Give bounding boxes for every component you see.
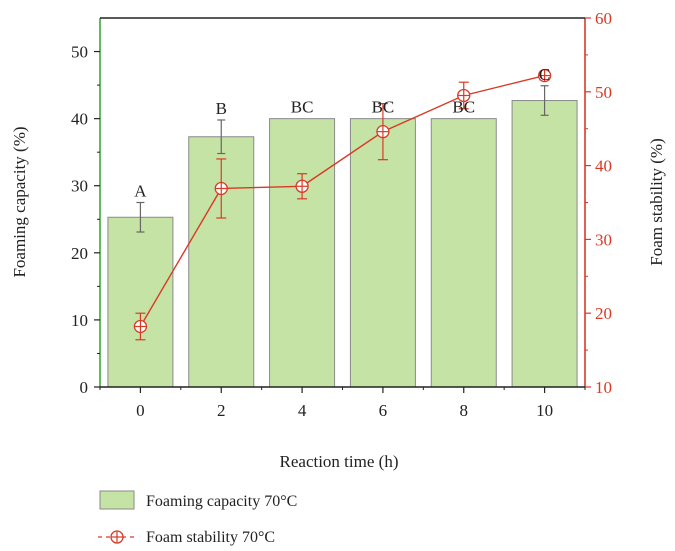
bar-8 (430, 118, 497, 388)
sig-label-8: BC (452, 98, 475, 117)
y2-axis-label: Foam stability (%) (647, 138, 666, 265)
foam-stability-line-layer (133, 68, 552, 341)
bars-layer (107, 100, 578, 388)
y2-tick-label-20: 20 (595, 304, 612, 323)
x-tick-label-4: 4 (298, 401, 307, 420)
y-tick-label-0: 0 (80, 378, 89, 397)
sig-label-10: C (539, 65, 550, 84)
significance-labels: A B BC BC BC C (134, 65, 550, 201)
bar-0 (107, 216, 174, 388)
bar-6 (349, 118, 416, 388)
bar-10 (511, 100, 578, 388)
x-tick-label-0: 0 (136, 401, 145, 420)
x-tick-label-8: 8 (460, 401, 469, 420)
sig-label-2: B (216, 99, 227, 118)
y-tick-label-30: 30 (71, 177, 88, 196)
x-tick-label-6: 6 (379, 401, 388, 420)
y2-tick-label-30: 30 (595, 230, 612, 249)
y-tick-label-50: 50 (71, 43, 88, 62)
sig-label-4: BC (291, 98, 314, 117)
bar-4 (269, 118, 336, 388)
x-tick-label-2: 2 (217, 401, 226, 420)
foam-stability-line (139, 74, 545, 327)
x-axis-label: Reaction time (h) (280, 452, 399, 471)
y2-tick-label-10: 10 (595, 378, 612, 397)
x-tick-label-10: 10 (536, 401, 553, 420)
y2-tick-label-60: 60 (595, 9, 612, 28)
legend-bar-swatch (99, 490, 135, 510)
y2-tick-label-40: 40 (595, 157, 612, 176)
y-tick-label-10: 10 (71, 311, 88, 330)
bar-error-bars (136, 85, 549, 233)
legend: Foaming capacity 70°C Foam stability 70°… (98, 490, 297, 546)
axes-layer: 0 10 20 30 40 50 10 20 30 40 50 60 0 2 4 6 8 10 (71, 9, 612, 420)
sig-label-6: BC (372, 98, 395, 117)
sig-label-0: A (134, 182, 147, 201)
y-tick-label-40: 40 (71, 110, 88, 129)
y-tick-label-20: 20 (71, 244, 88, 263)
y-axis-label: Foaming capacity (%) (10, 126, 29, 277)
legend-bar-label: Foaming capacity 70°C (146, 493, 297, 510)
legend-line-label: Foam stability 70°C (146, 529, 275, 546)
y2-tick-label-50: 50 (595, 83, 612, 102)
